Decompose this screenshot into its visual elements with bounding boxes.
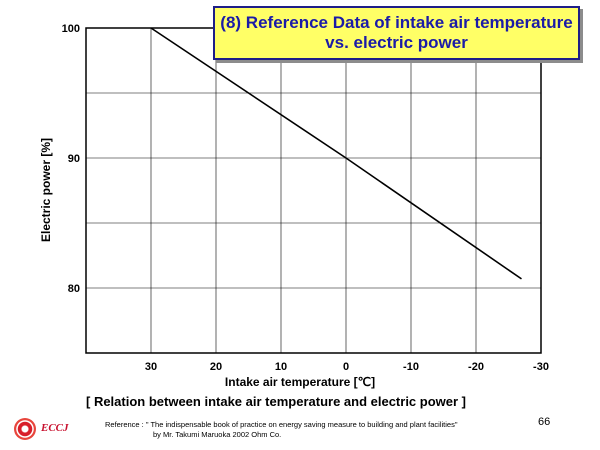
eccj-logo-icon xyxy=(14,418,36,440)
figure-caption: [ Relation between intake air temperatur… xyxy=(86,394,466,409)
x-axis-ticks: 30 20 10 0 -10 -20 -30 xyxy=(145,361,549,373)
x-tick-label: 0 xyxy=(343,361,349,373)
series-line-electric-power xyxy=(150,27,522,280)
eccj-logo-text: ECCJ xyxy=(41,422,69,434)
reference-line-2: by Mr. Takumi Maruoka 2002 Ohm Co. xyxy=(153,430,282,439)
x-tick-label: -10 xyxy=(403,361,419,373)
slide-title-box: (8) Reference Data of intake air tempera… xyxy=(213,6,580,60)
x-tick-label: 10 xyxy=(275,361,287,373)
slide-title-line-1: (8) Reference Data of intake air tempera… xyxy=(220,13,573,32)
y-tick-label: 90 xyxy=(68,153,80,165)
grid xyxy=(86,28,542,353)
slide-title-line-2: vs. electric power xyxy=(325,33,468,52)
y-axis-ticks: 100 90 80 xyxy=(62,23,80,295)
y-axis-label: Electric power [%] xyxy=(39,138,53,242)
reference-note: Reference : " The indispensable book of … xyxy=(105,420,457,440)
x-tick-label: -20 xyxy=(468,361,484,373)
y-tick-label: 80 xyxy=(68,283,80,295)
x-tick-label: -30 xyxy=(533,361,549,373)
x-tick-label: 20 xyxy=(210,361,222,373)
eccj-logo: ECCJ xyxy=(14,418,94,440)
x-axis-label: Intake air temperature [℃] xyxy=(225,375,375,389)
plot-frame xyxy=(85,27,542,354)
page-number: 66 xyxy=(538,416,551,428)
x-tick-label: 30 xyxy=(145,361,157,373)
y-tick-label: 100 xyxy=(62,23,80,35)
reference-line-1: Reference : " The indispensable book of … xyxy=(105,420,458,429)
